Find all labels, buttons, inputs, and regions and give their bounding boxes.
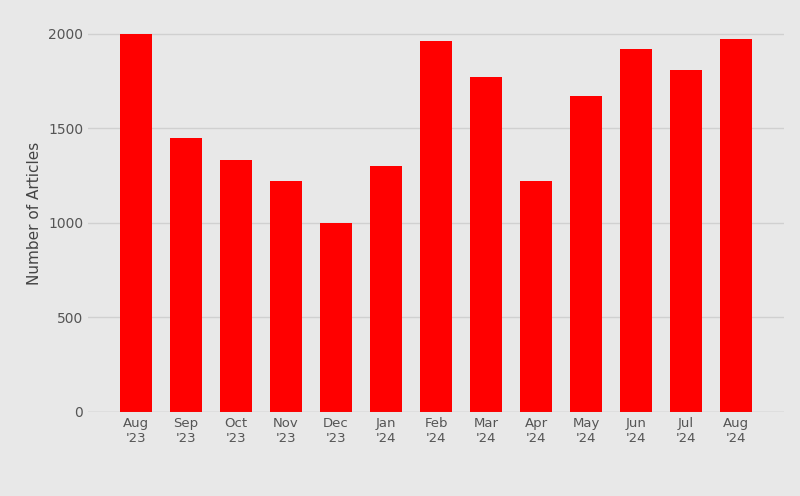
- Bar: [670, 69, 702, 412]
- Bar: [520, 181, 552, 412]
- Y-axis label: Number of Articles: Number of Articles: [27, 142, 42, 285]
- Bar: [470, 77, 502, 412]
- Bar: [370, 166, 402, 412]
- Bar: [570, 96, 602, 412]
- Bar: [270, 181, 302, 412]
- Bar: [720, 40, 752, 412]
- Bar: [320, 223, 352, 412]
- Bar: [620, 49, 652, 412]
- Bar: [220, 160, 252, 412]
- Bar: [170, 138, 202, 412]
- Bar: [420, 41, 452, 412]
- Bar: [120, 34, 152, 412]
